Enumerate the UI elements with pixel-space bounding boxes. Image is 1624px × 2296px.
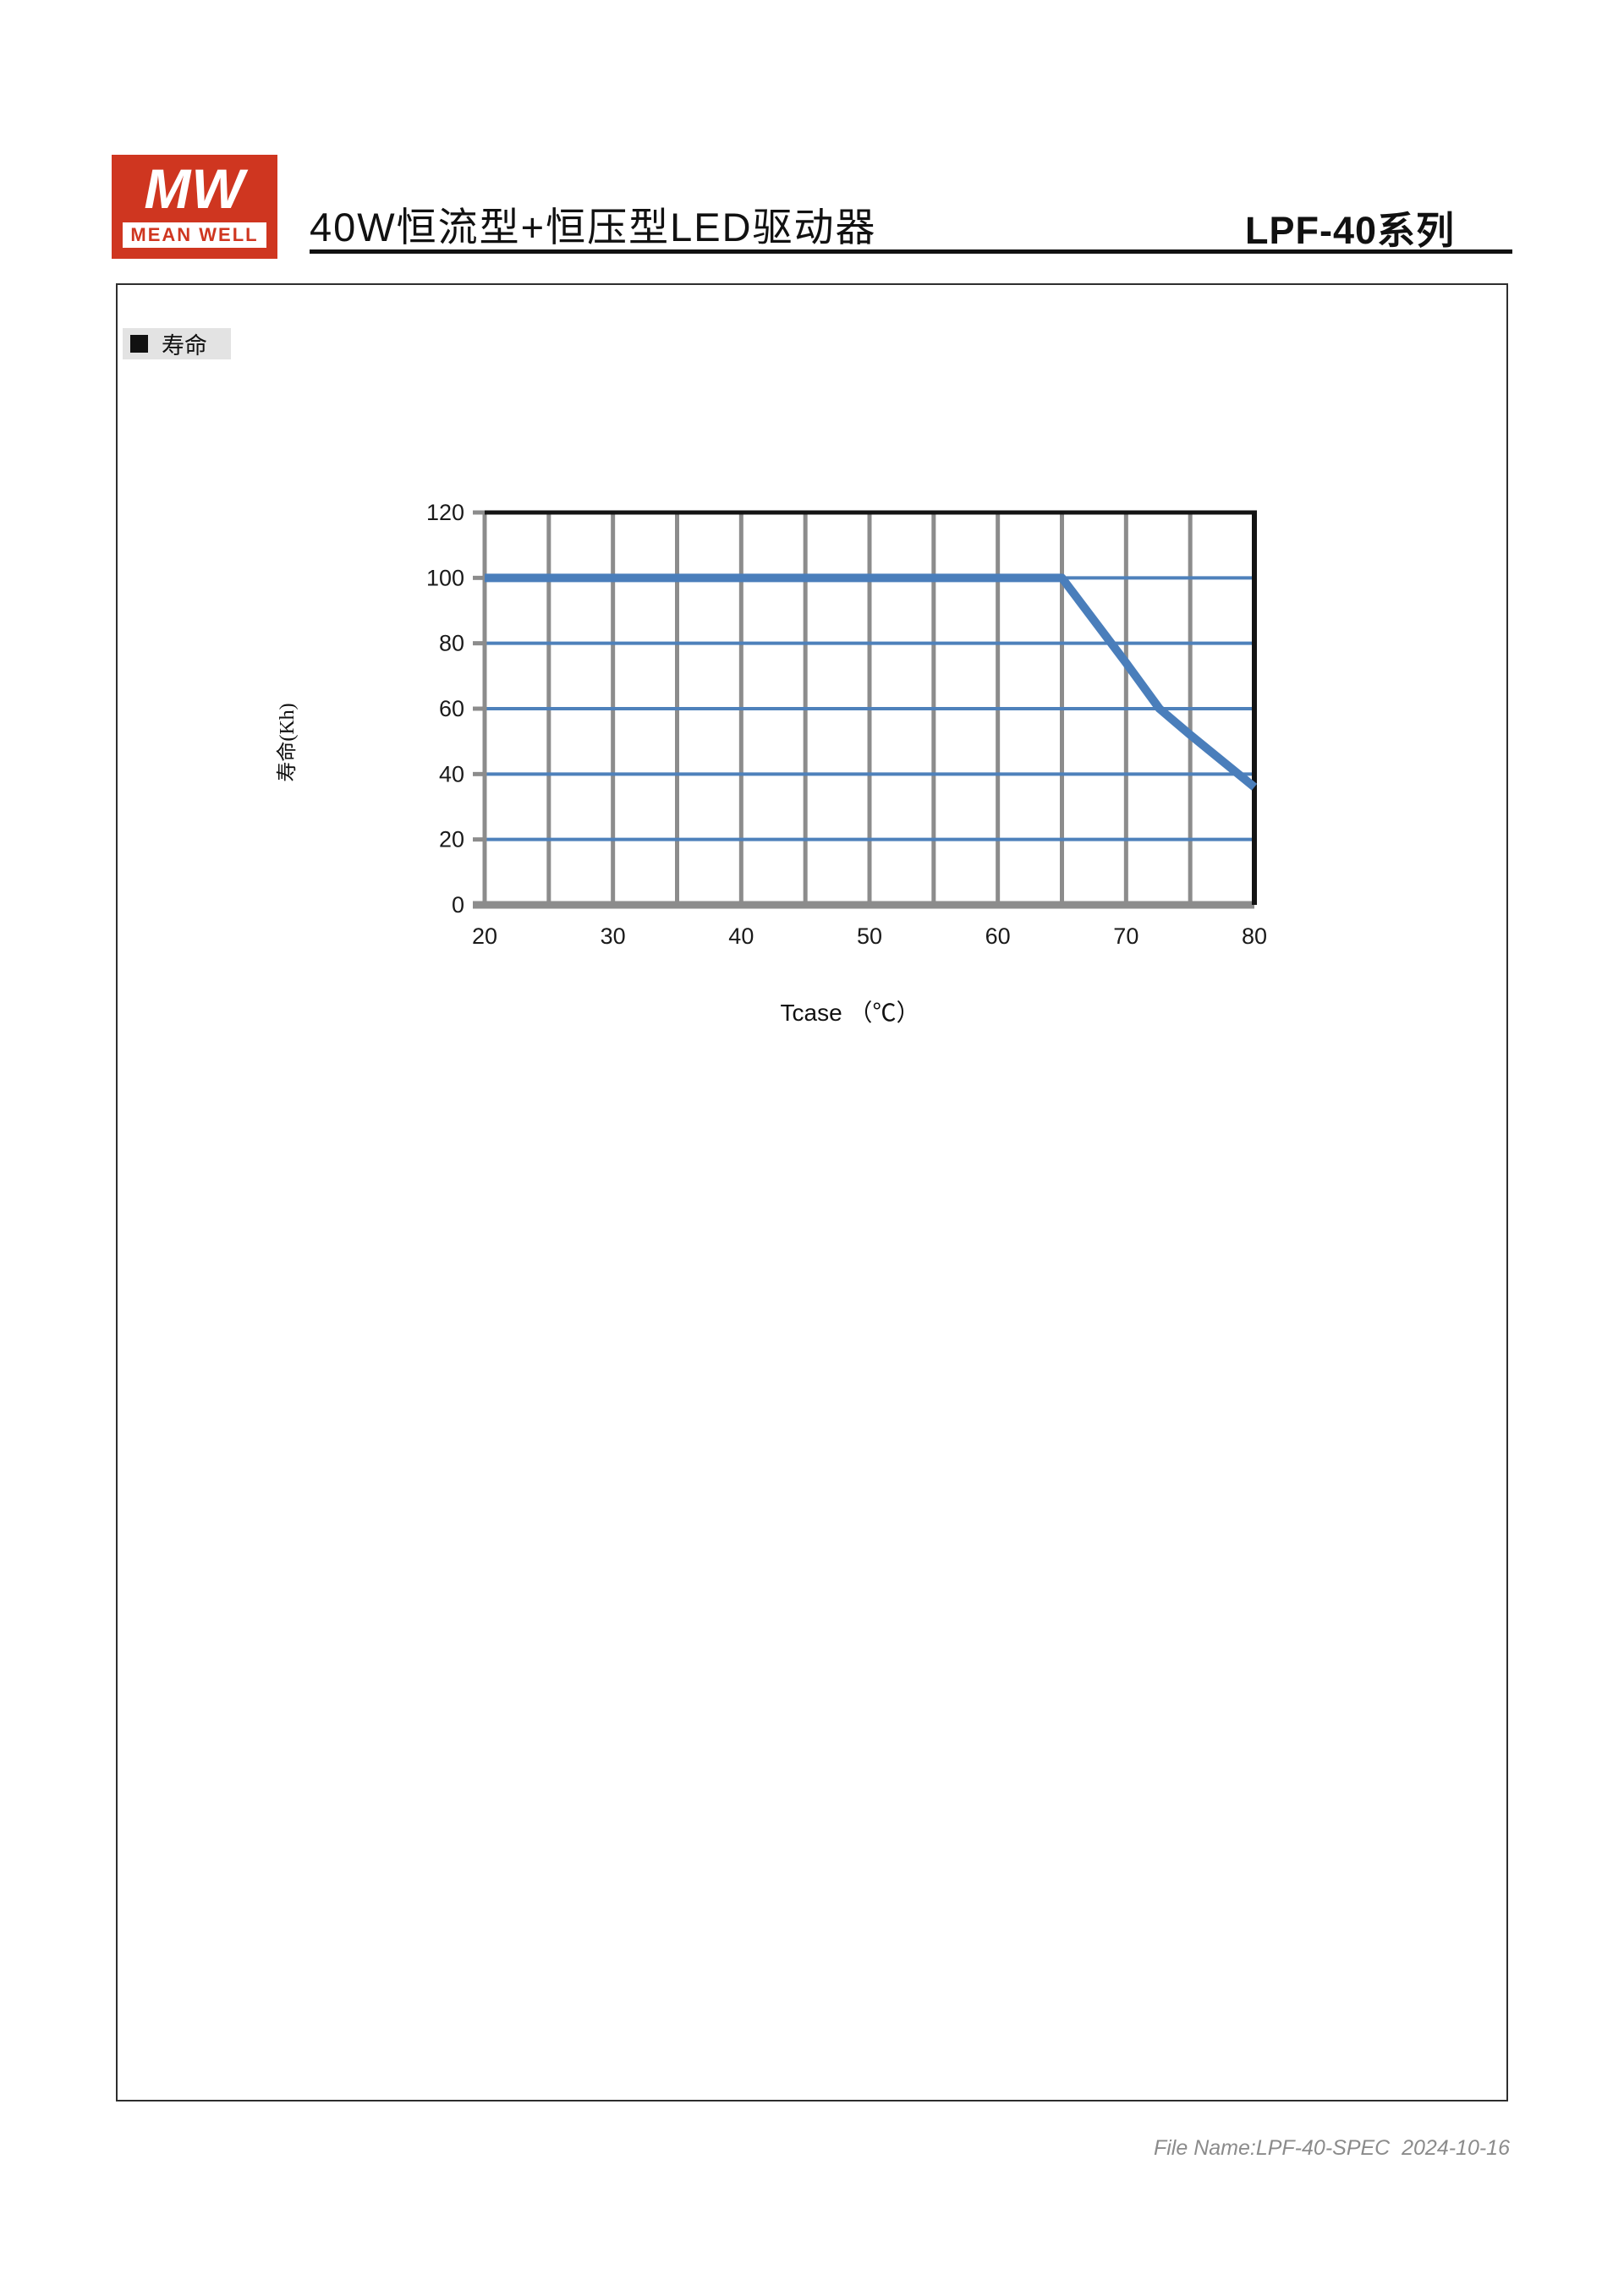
y-tick-label: 0 [452, 892, 464, 918]
life-curve [485, 573, 1258, 791]
logo-brand-band: MEAN WELL [123, 222, 266, 248]
x-tick-label: 40 [728, 923, 754, 949]
x-tick-label: 20 [472, 923, 497, 949]
page-title: 40W恒流型+恒压型LED驱动器 [310, 205, 877, 249]
lifetime-chart-svg: 0 20 40 60 80 100 120 20 30 40 50 60 70 80 [426, 500, 1267, 949]
x-tick-label: 70 [1113, 923, 1138, 949]
x-tick-label: 60 [985, 923, 1011, 949]
file-name-note: File Name:LPF-40-SPEC 2024-10-16 [1153, 2136, 1510, 2160]
x-axis-title: Tcase （℃） [780, 1000, 920, 1026]
content-box [116, 283, 1508, 2101]
logo-monogram: MW [144, 157, 245, 220]
title-underline [310, 249, 1512, 254]
lifetime-chart: 0 20 40 60 80 100 120 20 30 40 50 60 70 80 [406, 470, 1303, 978]
square-bullet-icon [130, 335, 148, 353]
logo-brand-text: MEAN WELL [130, 224, 259, 245]
y-tick-label: 60 [439, 696, 464, 721]
x-tick-label: 80 [1242, 923, 1267, 949]
y-tick-label: 100 [426, 565, 464, 590]
section-label-text: 寿命 [162, 333, 207, 359]
mean-well-logo: MW MEAN WELL [112, 155, 277, 259]
x-tick-label: 50 [857, 923, 882, 949]
y-tick-label: 40 [439, 761, 464, 786]
y-tick-label: 20 [439, 827, 464, 852]
series-title: LPF-40系列 [1244, 209, 1455, 252]
section-label-lifetime: 寿命 [123, 328, 231, 359]
y-axis-title: 寿命(Kh) [277, 703, 299, 782]
y-tick-label: 80 [439, 631, 464, 656]
y-tick-label: 120 [426, 500, 464, 525]
x-tick-label: 30 [601, 923, 626, 949]
